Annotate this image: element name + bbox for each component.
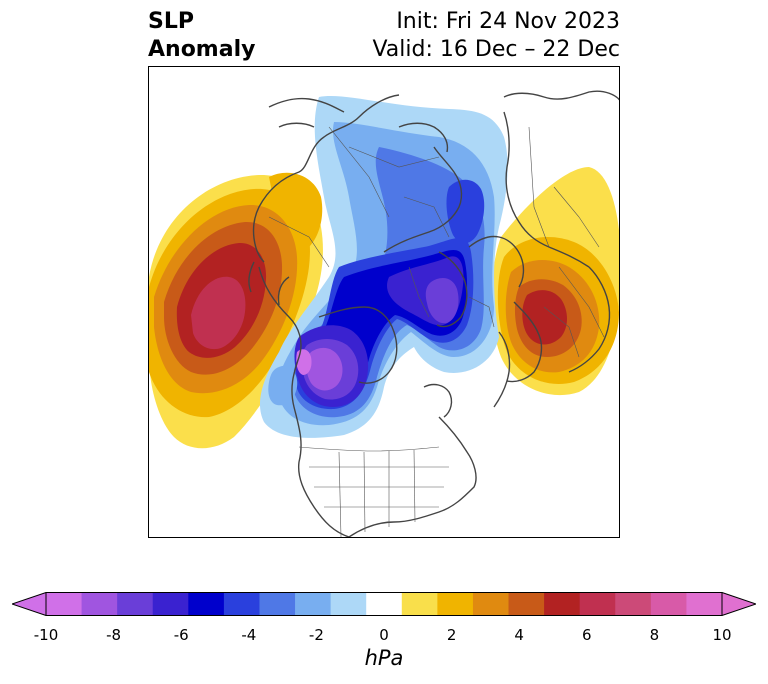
colorbar-bin bbox=[508, 592, 545, 616]
colorbar-bin bbox=[295, 592, 332, 616]
colorbar-units-label: hPa bbox=[364, 646, 404, 670]
colorbar bbox=[12, 592, 756, 616]
europe-high-anomaly bbox=[492, 167, 619, 396]
colorbar-bin bbox=[81, 592, 118, 616]
colorbar-bin bbox=[472, 592, 510, 616]
colorbar-tick-label: -6 bbox=[173, 626, 189, 644]
valid-dates: Valid: 16 Dec – 22 Dec bbox=[372, 37, 620, 62]
colorbar-bin bbox=[437, 592, 474, 616]
colorbar-bin bbox=[46, 592, 83, 616]
colorbar-bin bbox=[579, 592, 616, 616]
colorbar-bin bbox=[650, 592, 687, 616]
colorbar-bin bbox=[223, 592, 260, 616]
colorbar-bin bbox=[117, 592, 154, 616]
colorbar-tick-label: 8 bbox=[649, 626, 660, 644]
colorbar-bin bbox=[330, 592, 367, 616]
coastlines bbox=[248, 90, 619, 537]
colorbar-bin bbox=[401, 592, 438, 616]
colorbar-tick-label: 6 bbox=[582, 626, 592, 644]
arctic-low-anomaly bbox=[259, 95, 508, 438]
colorbar-bin bbox=[366, 592, 403, 616]
colorbar-bin bbox=[615, 592, 652, 616]
date-info: Init: Fri 24 Nov 2023 Valid: 16 Dec – 22… bbox=[372, 8, 620, 64]
colorbar-tick-label: -2 bbox=[308, 626, 324, 644]
colorbar-bin bbox=[686, 592, 723, 616]
colorbar-tick-label: 10 bbox=[712, 626, 732, 644]
title-line-2: Anomaly bbox=[148, 37, 256, 62]
colorbar-bin bbox=[259, 592, 296, 616]
colorbar-tick-label: -4 bbox=[241, 626, 257, 644]
init-date: Init: Fri 24 Nov 2023 bbox=[396, 9, 620, 34]
colorbar-tick-label: 4 bbox=[514, 626, 524, 644]
colorbar-tick-label: -10 bbox=[33, 626, 59, 644]
colorbar-over-arrow bbox=[721, 592, 756, 616]
colorbar-under-arrow bbox=[12, 592, 47, 616]
map-panel bbox=[148, 66, 620, 538]
colorbar-bin bbox=[544, 592, 581, 616]
anomaly-map bbox=[149, 90, 619, 537]
colorbar-tick-label: 2 bbox=[446, 626, 457, 644]
pacific-high-anomaly bbox=[149, 172, 323, 449]
chart-title: SLP Anomaly bbox=[148, 8, 255, 64]
colorbar-tick-label: -8 bbox=[106, 626, 122, 644]
colorbar-tick-label: 0 bbox=[379, 626, 389, 644]
country-borders bbox=[268, 126, 605, 537]
colorbar-bin bbox=[188, 592, 225, 616]
colorbar-bin bbox=[152, 592, 189, 616]
title-line-1: SLP bbox=[148, 9, 194, 34]
